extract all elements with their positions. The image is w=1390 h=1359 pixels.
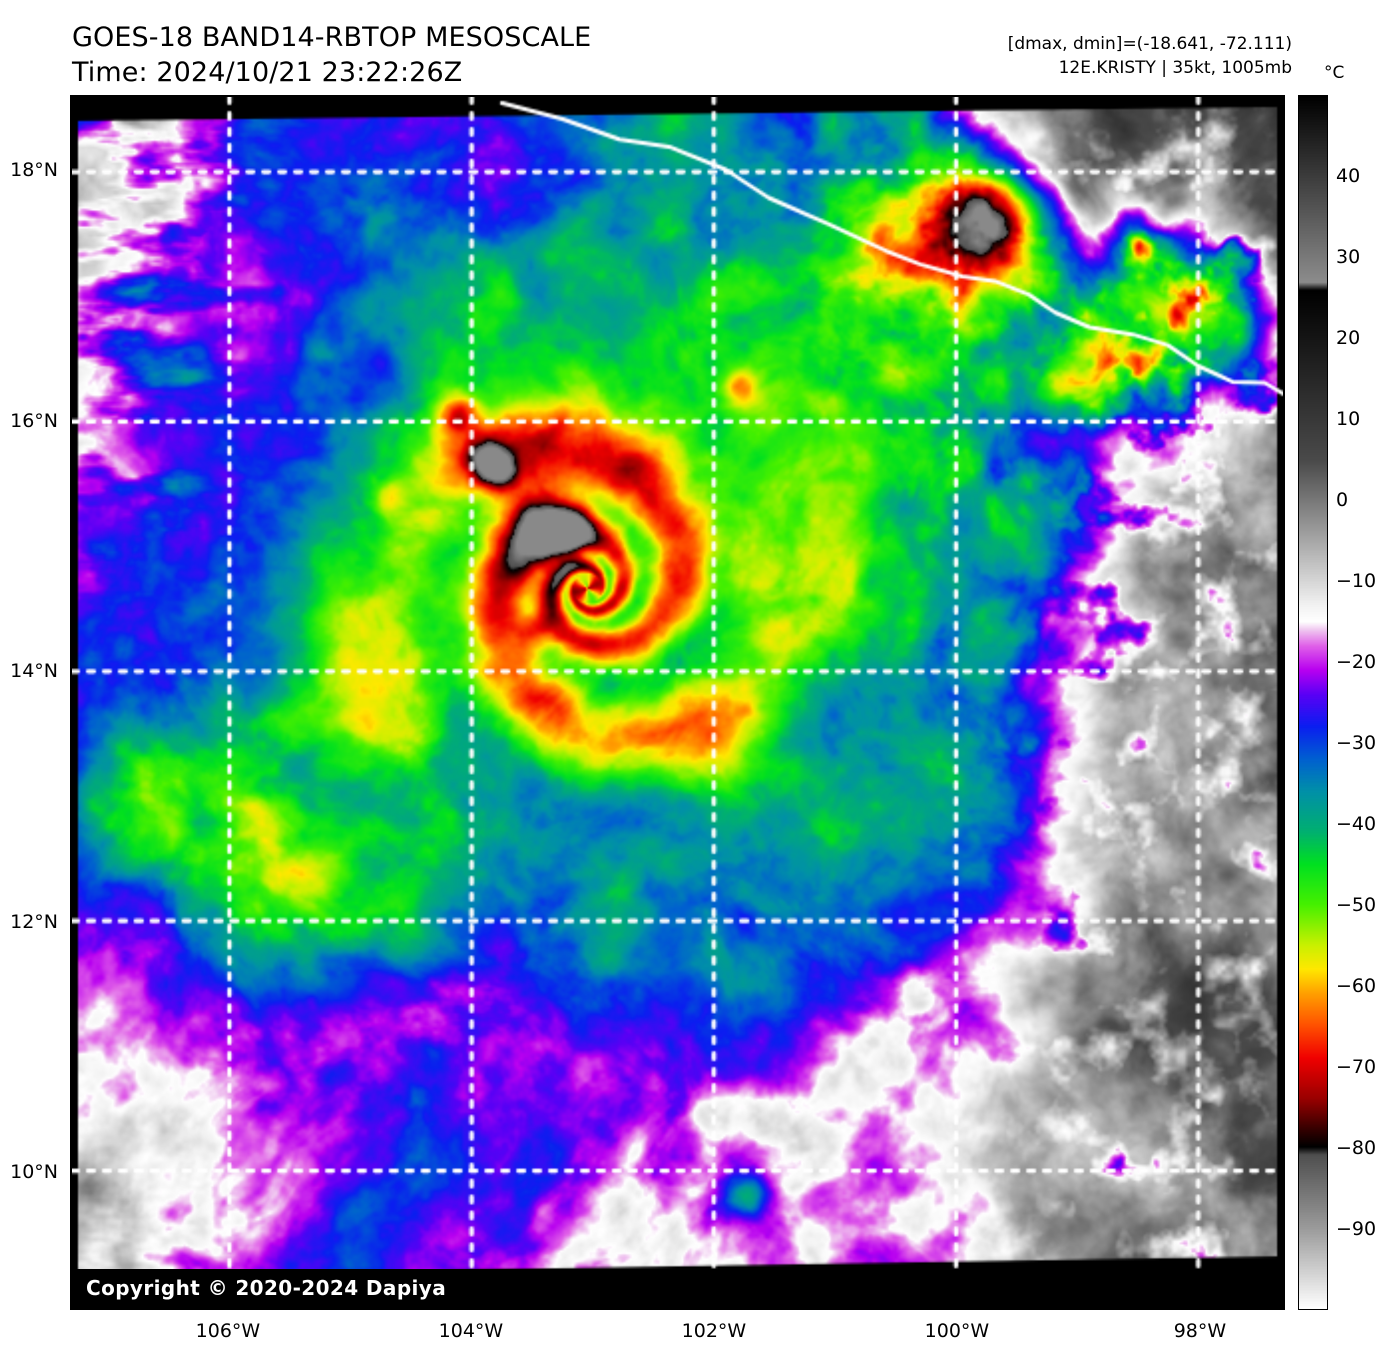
- timestamp-label: Time: 2024/10/21 23:22:26Z: [72, 57, 463, 89]
- page-title: GOES-18 BAND14-RBTOP MESOSCALE: [72, 22, 592, 53]
- lat-tick-label: 10°N: [10, 1161, 58, 1184]
- satellite-plot-area[interactable]: Copyright © 2020-2024 Dapiya: [70, 95, 1285, 1310]
- storm-info-label: 12E.KRISTY | 35kt, 1005mb: [1058, 58, 1292, 79]
- lon-tick-label: 100°W: [924, 1320, 990, 1342]
- title-block: GOES-18 BAND14-RBTOP MESOSCALE Time: 202…: [72, 20, 591, 90]
- lon-tick-label: 104°W: [438, 1320, 504, 1342]
- colorbar-tick-label: −40: [1336, 813, 1377, 835]
- colorbar: [1298, 95, 1328, 1310]
- metadata-block: [dmax, dmin]=(-18.641, -72.111) 12E.KRIS…: [1008, 32, 1292, 80]
- colorbar-tick-label: −20: [1336, 651, 1377, 673]
- colorbar-tick-label: 40: [1336, 165, 1361, 187]
- data-minmax-label: [dmax, dmin]=(-18.641, -72.111): [1007, 34, 1292, 54]
- copyright-text: Copyright © 2020-2024 Dapiya: [86, 1276, 447, 1300]
- lon-tick-label: 98°W: [1173, 1320, 1227, 1342]
- lat-tick-label: 18°N: [10, 159, 58, 182]
- lat-tick-label: 14°N: [10, 660, 58, 683]
- colorbar-tick-label: 10: [1336, 408, 1361, 430]
- colorbar-tick-label: −30: [1336, 732, 1377, 754]
- copyright-banner: Copyright © 2020-2024 Dapiya: [72, 1269, 1283, 1308]
- colorbar-tick-label: −50: [1336, 894, 1377, 916]
- colorbar-tick-label: −90: [1336, 1218, 1377, 1240]
- lat-tick-label: 16°N: [10, 409, 58, 432]
- lon-tick-label: 102°W: [681, 1320, 747, 1342]
- colorbar-tick-label: −80: [1336, 1137, 1377, 1159]
- colorbar-tick-label: −60: [1336, 975, 1377, 997]
- lat-tick-label: 12°N: [10, 910, 58, 933]
- colorbar-unit-label: °C: [1324, 63, 1345, 83]
- colorbar-tick-label: −10: [1336, 570, 1377, 592]
- colorbar-tick-label: 0: [1336, 489, 1349, 511]
- lon-tick-label: 106°W: [195, 1320, 261, 1342]
- colorbar-gradient: [1298, 95, 1328, 1310]
- colorbar-tick-label: −70: [1336, 1056, 1377, 1078]
- colorbar-tick-label: 20: [1336, 327, 1361, 349]
- colorbar-tick-label: 30: [1336, 246, 1361, 268]
- satellite-imagery-canvas[interactable]: [72, 97, 1283, 1308]
